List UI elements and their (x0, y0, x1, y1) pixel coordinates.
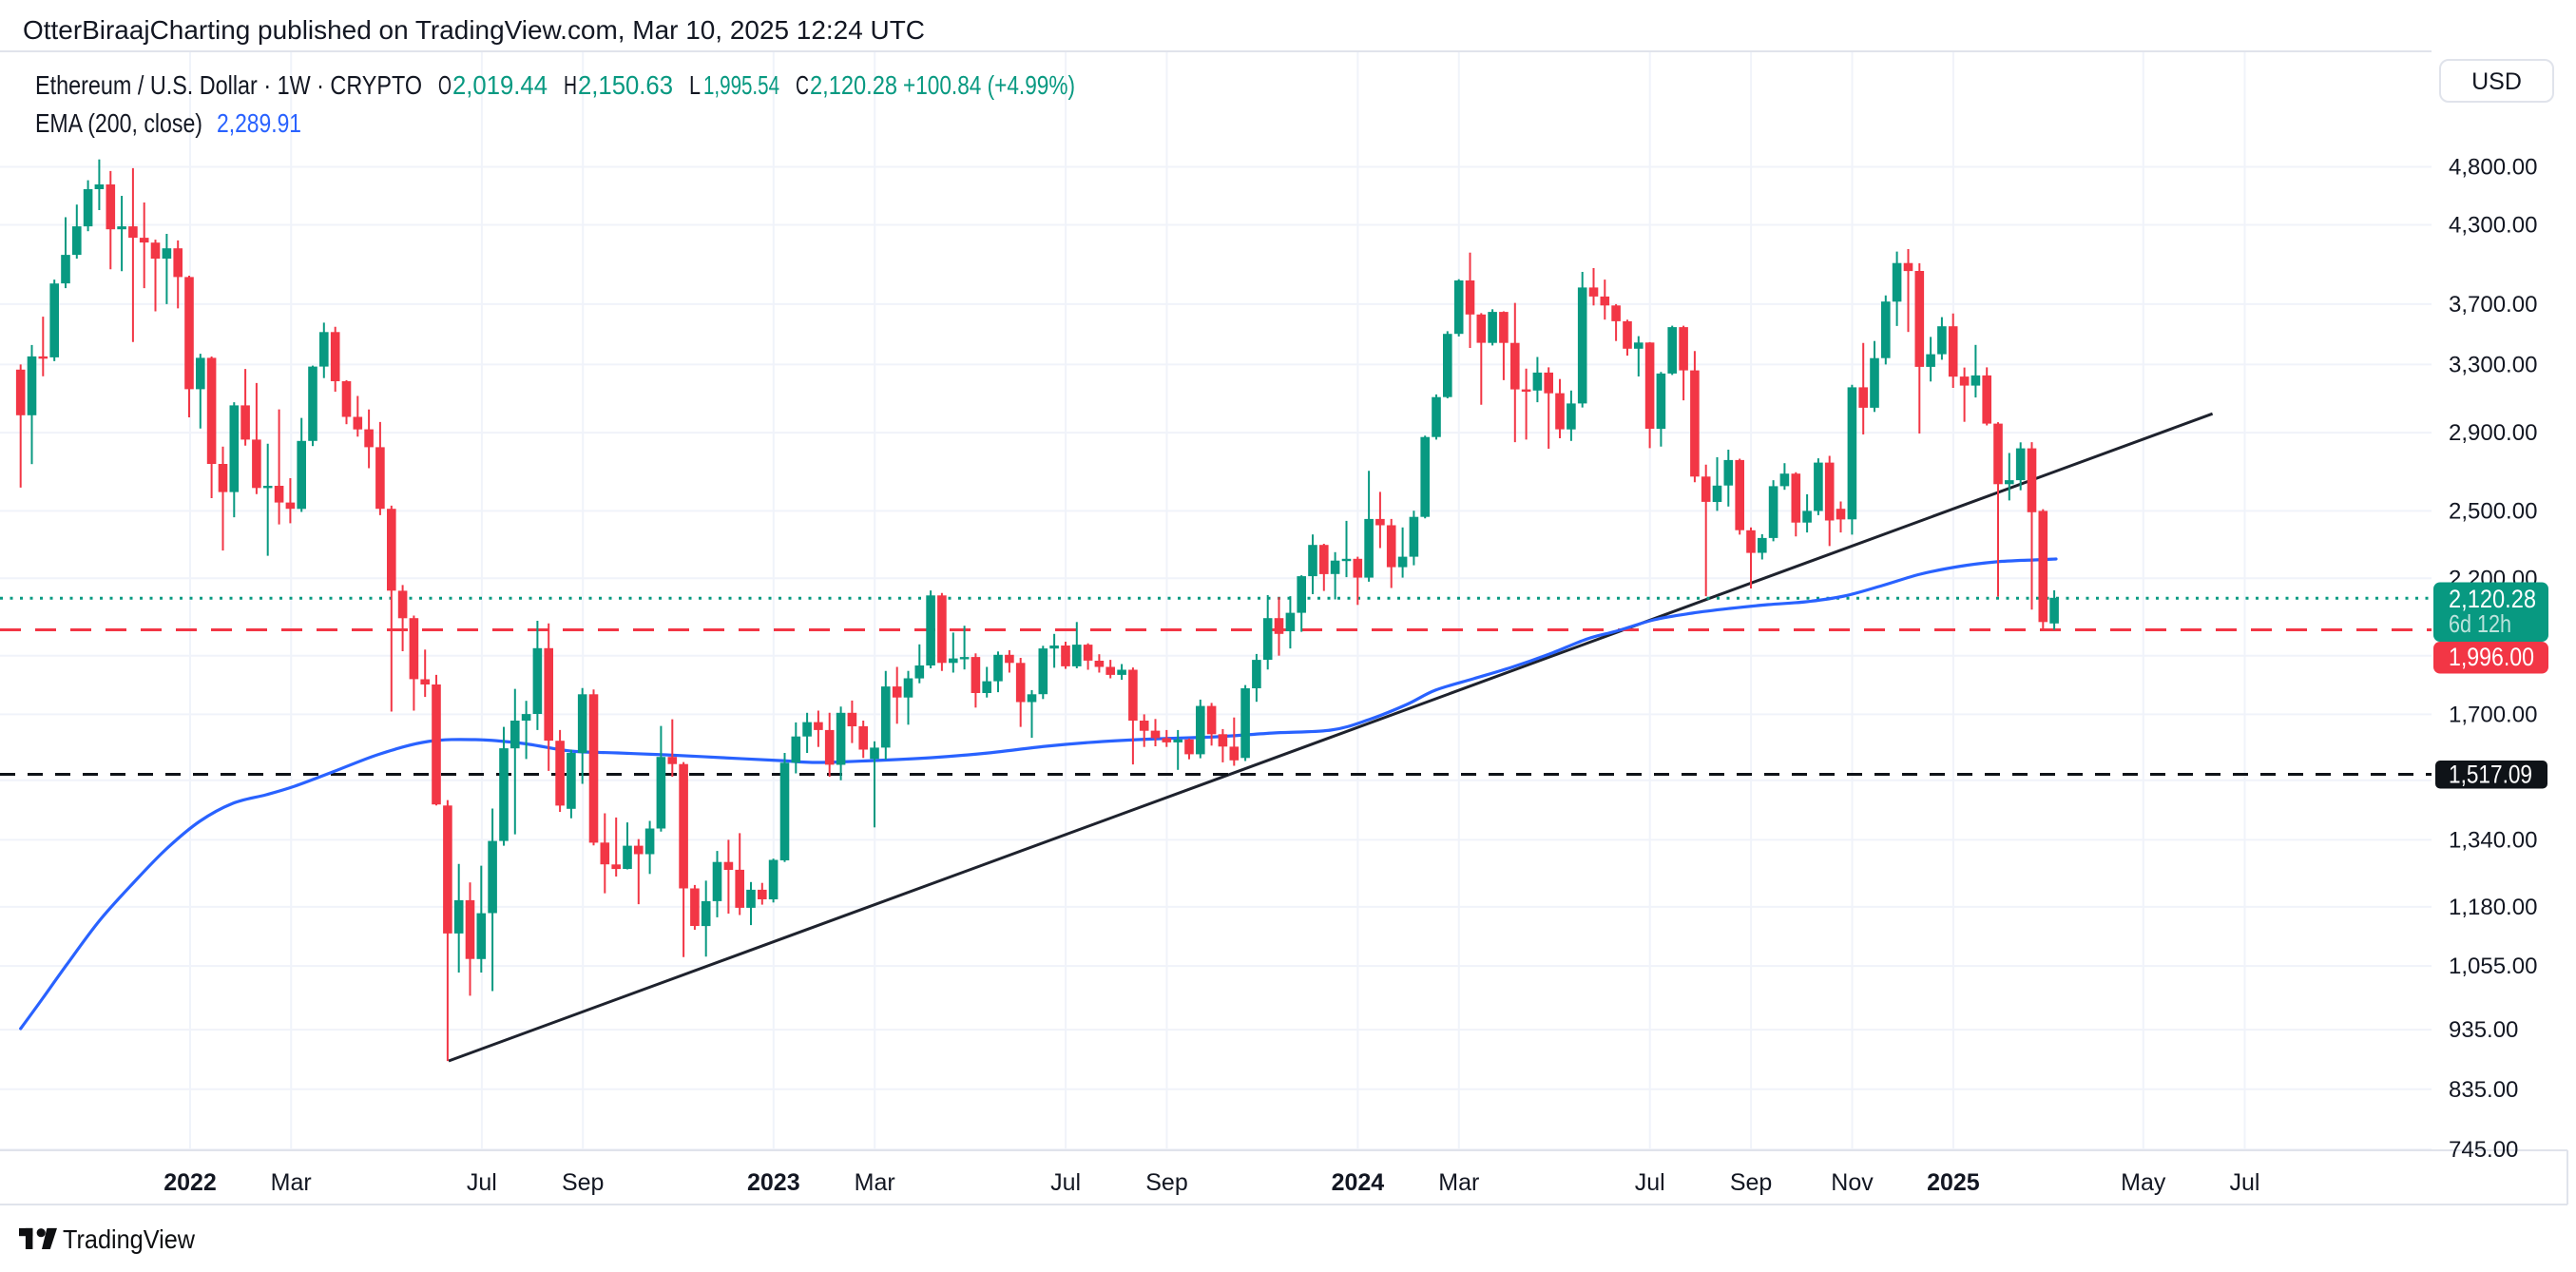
svg-text:4,300.00: 4,300.00 (2449, 213, 2537, 239)
svg-text:Mar: Mar (855, 1169, 895, 1196)
svg-text:3,700.00: 3,700.00 (2449, 292, 2537, 318)
svg-text:2,120.28: 2,120.28 (2449, 585, 2536, 613)
svg-text:2,500.00: 2,500.00 (2449, 498, 2537, 524)
svg-text:935.00: 935.00 (2449, 1017, 2518, 1043)
svg-text:Jul: Jul (467, 1169, 497, 1196)
svg-text:2025: 2025 (1927, 1169, 1980, 1196)
svg-text:745.00: 745.00 (2449, 1137, 2518, 1163)
svg-text:OtterBiraajCharting published: OtterBiraajCharting published on Trading… (23, 15, 925, 45)
svg-text:1,996.00: 1,996.00 (2449, 643, 2534, 671)
svg-text:2023: 2023 (747, 1169, 800, 1196)
svg-text:May: May (2121, 1169, 2166, 1196)
svg-text:1,340.00: 1,340.00 (2449, 827, 2537, 853)
svg-text:2,900.00: 2,900.00 (2449, 420, 2537, 446)
svg-text:1,517.09: 1,517.09 (2449, 761, 2532, 789)
svg-text:2,289.91: 2,289.91 (217, 108, 301, 138)
svg-text:2024: 2024 (1332, 1169, 1385, 1196)
svg-text:H: H (564, 70, 577, 100)
svg-text:1,055.00: 1,055.00 (2449, 954, 2537, 979)
svg-text:Nov: Nov (1831, 1169, 1874, 1196)
svg-text:1,995.54: 1,995.54 (703, 70, 779, 100)
svg-text:Mar: Mar (1438, 1169, 1479, 1196)
svg-text:+100.84 (+4.99%): +100.84 (+4.99%) (903, 70, 1075, 100)
svg-text:4,800.00: 4,800.00 (2449, 155, 2537, 181)
svg-text:USD: USD (2471, 68, 2522, 95)
svg-text:L: L (689, 70, 701, 100)
svg-text:Mar: Mar (271, 1169, 312, 1196)
svg-text:TradingView: TradingView (63, 1224, 196, 1254)
svg-text:Sep: Sep (562, 1169, 604, 1196)
svg-text:Jul: Jul (2230, 1169, 2260, 1196)
svg-text:6d 12h: 6d 12h (2449, 609, 2511, 638)
svg-text:1,700.00: 1,700.00 (2449, 702, 2537, 727)
svg-text:3,300.00: 3,300.00 (2449, 352, 2537, 377)
svg-text:Sep: Sep (1145, 1169, 1187, 1196)
svg-text:2,150.63: 2,150.63 (578, 70, 673, 100)
svg-text:Jul: Jul (1050, 1169, 1081, 1196)
svg-text:2,120.28: 2,120.28 (810, 70, 897, 100)
svg-text:2,019.44: 2,019.44 (452, 70, 548, 100)
svg-text:Sep: Sep (1730, 1169, 1772, 1196)
svg-text:C: C (796, 70, 809, 100)
svg-text:835.00: 835.00 (2449, 1077, 2518, 1103)
svg-text:Jul: Jul (1635, 1169, 1665, 1196)
svg-text:EMA (200, close): EMA (200, close) (35, 108, 202, 138)
svg-text:Ethereum / U.S. Dollar · 1W ·: Ethereum / U.S. Dollar · 1W · CRYPTO (35, 70, 422, 100)
svg-text:O: O (438, 70, 452, 100)
svg-text:1,180.00: 1,180.00 (2449, 895, 2537, 920)
svg-text:2022: 2022 (163, 1169, 217, 1196)
